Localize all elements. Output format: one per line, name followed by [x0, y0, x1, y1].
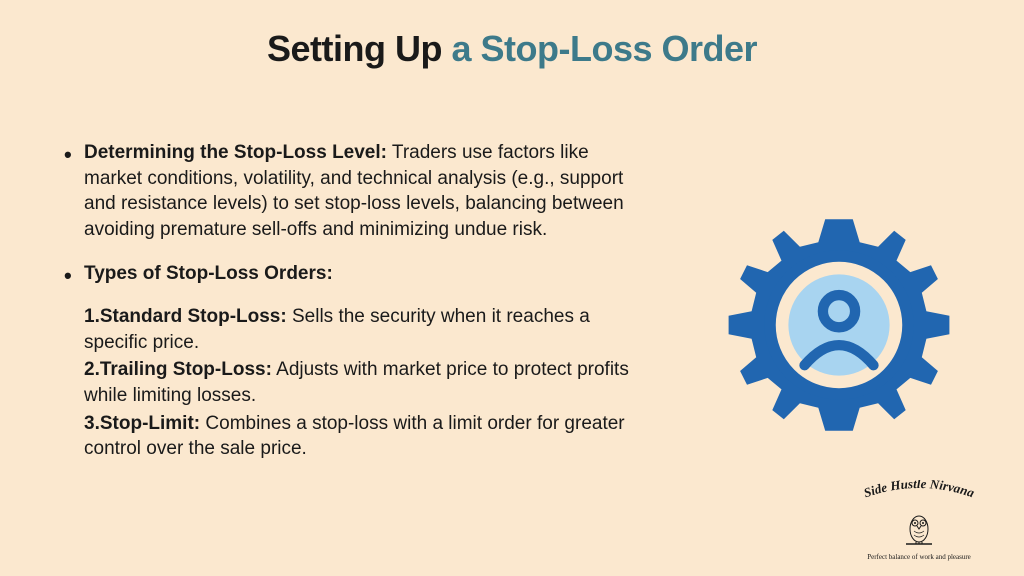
svg-text:Side Hustle Nirvana: Side Hustle Nirvana — [862, 480, 977, 500]
bullet-heading: Types of Stop-Loss Orders: — [84, 263, 333, 284]
bullet-heading: Determining the Stop-Loss Level: — [84, 142, 387, 163]
item-number: 3. — [84, 413, 100, 434]
bullet-item: Determining the Stop-Loss Level: Traders… — [60, 140, 650, 243]
list-item: 1.Standard Stop-Loss: Sells the security… — [84, 304, 650, 355]
content-block: Determining the Stop-Loss Level: Traders… — [60, 140, 650, 464]
item-number: 1. — [84, 306, 100, 327]
numbered-list: 1.Standard Stop-Loss: Sells the security… — [60, 304, 650, 462]
logo-arc-text: Side Hustle Nirvana — [862, 480, 977, 500]
bullet-item: Types of Stop-Loss Orders: — [60, 261, 650, 287]
list-item: 2.Trailing Stop-Loss: Adjusts with marke… — [84, 357, 650, 408]
item-number: 2. — [84, 359, 100, 380]
item-heading: Standard Stop-Loss: — [100, 306, 287, 327]
slide-title: Setting Up a Stop-Loss Order — [0, 0, 1024, 70]
item-heading: Stop-Limit: — [100, 413, 200, 434]
logo-tagline: Perfect balance of work and pleasure — [844, 553, 994, 561]
brand-logo: Side Hustle Nirvana Perfect balance of w… — [844, 480, 994, 561]
list-item: 3.Stop-Limit: Combines a stop-loss with … — [84, 411, 650, 462]
item-heading: Trailing Stop-Loss: — [100, 359, 272, 380]
title-part1: Setting Up — [267, 28, 442, 69]
logo-arc-svg: Side Hustle Nirvana — [844, 480, 994, 504]
owl-icon — [904, 511, 934, 551]
gear-person-icon — [724, 210, 954, 440]
title-part2: a Stop-Loss Order — [451, 28, 757, 69]
